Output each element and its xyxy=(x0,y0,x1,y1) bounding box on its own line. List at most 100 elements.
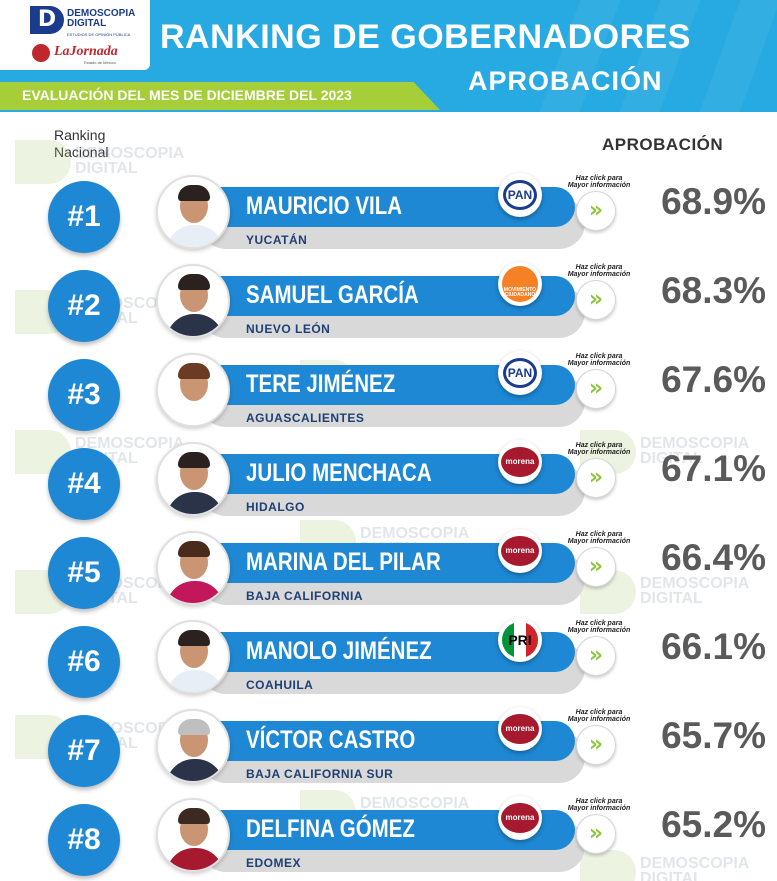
more-info-arrow-icon[interactable]: » xyxy=(576,280,616,320)
governor-state: EDOMEX xyxy=(246,856,302,870)
demoscopia-logo-icon: D xyxy=(30,6,64,34)
approval-percent: 66.1% xyxy=(661,626,766,667)
approval-percent: 67.6% xyxy=(661,359,766,400)
rank-column-heading: Ranking Nacional xyxy=(54,127,108,161)
ranking-row: #5 MARINA DEL PILAR BAJA CALIFORNIA morena H… xyxy=(0,529,777,617)
pan-party-icon: PAN xyxy=(503,180,537,210)
header-banner: D DEMOSCOPIA DIGITAL ESTUDIOS DE OPINIÓN… xyxy=(0,0,777,112)
governor-name: TERE JIMÉNEZ xyxy=(246,370,396,398)
governor-state: YUCATÁN xyxy=(246,233,308,247)
photo-hair xyxy=(178,541,210,557)
watermark-logo-icon xyxy=(580,850,636,881)
page-subtitle: APROBACIÓN xyxy=(468,66,663,96)
pri-party-icon: PRI xyxy=(502,622,538,658)
ranking-row: #1 MAURICIO VILA YUCATÁN PAN Haz click para … xyxy=(0,173,777,261)
governor-photo xyxy=(156,264,230,338)
party-logo: morena xyxy=(498,796,542,840)
party-logo: PRI xyxy=(498,618,542,662)
movimiento-ciudadano-party-icon: MOVIMIENTO CIUDADANO xyxy=(502,266,538,302)
approval-percent: 65.7% xyxy=(661,715,766,756)
more-info-hint: Haz click para Mayor información xyxy=(567,798,631,812)
photo-body xyxy=(166,848,224,870)
more-info-hint: Haz click para Mayor información xyxy=(567,620,631,634)
rank-badge: #4 xyxy=(48,448,120,520)
more-info-arrow-icon[interactable]: » xyxy=(576,369,616,409)
evaluation-label: EVALUACIÓN DEL MES DE DICIEMBRE DEL 2023 xyxy=(22,87,352,103)
party-logo: PAN xyxy=(498,351,542,395)
rank-badge: #8 xyxy=(48,804,120,876)
morena-party-icon: morena xyxy=(501,536,539,566)
rank-badge: #3 xyxy=(48,359,120,431)
more-info-hint: Haz click para Mayor información xyxy=(567,353,631,367)
photo-hair xyxy=(178,808,210,824)
governor-photo xyxy=(156,442,230,516)
party-logo: morena xyxy=(498,529,542,573)
more-info-arrow-icon[interactable]: » xyxy=(576,191,616,231)
governor-state: AGUASCALIENTES xyxy=(246,411,365,425)
governor-name: JULIO MENCHACA xyxy=(246,459,432,487)
governor-name: SAMUEL GARCÍA xyxy=(246,281,419,309)
photo-hair xyxy=(178,363,210,379)
governor-photo xyxy=(156,353,230,427)
rank-badge: #1 xyxy=(48,181,120,253)
governor-state: BAJA CALIFORNIA SUR xyxy=(246,767,394,781)
more-info-arrow-icon[interactable]: » xyxy=(576,814,616,854)
party-logo: MOVIMIENTO CIUDADANO xyxy=(498,262,542,306)
governor-name: MANOLO JIMÉNEZ xyxy=(246,637,432,665)
ranking-row: #4 JULIO MENCHACA HIDALGO morena Haz click p… xyxy=(0,440,777,528)
governor-photo xyxy=(156,531,230,605)
photo-body xyxy=(166,670,224,692)
governor-state: BAJA CALIFORNIA xyxy=(246,589,364,603)
governor-state: COAHUILA xyxy=(246,678,314,692)
ranking-row: #7 VÍCTOR CASTRO BAJA CALIFORNIA SUR morena… xyxy=(0,707,777,795)
photo-body xyxy=(166,403,224,425)
rank-badge: #5 xyxy=(48,537,120,609)
watermark-logo-icon xyxy=(15,140,71,184)
morena-party-icon: morena xyxy=(501,803,539,833)
more-info-arrow-icon[interactable]: » xyxy=(576,725,616,765)
governor-state: HIDALGO xyxy=(246,500,305,514)
approval-percent: 65.2% xyxy=(661,804,766,845)
governor-name: VÍCTOR CASTRO xyxy=(246,726,416,754)
approval-column-heading: APROBACIÓN xyxy=(602,135,724,154)
photo-body xyxy=(166,759,224,781)
photo-body xyxy=(166,314,224,336)
more-info-arrow-icon[interactable]: » xyxy=(576,636,616,676)
rank-badge: #7 xyxy=(48,715,120,787)
photo-hair xyxy=(178,452,210,468)
morena-party-icon: morena xyxy=(501,447,539,477)
photo-hair xyxy=(178,274,210,290)
logo-area xyxy=(0,0,150,70)
governor-photo xyxy=(156,175,230,249)
governor-name: DELFINA GÓMEZ xyxy=(246,815,415,843)
approval-percent: 66.4% xyxy=(661,537,766,578)
more-info-arrow-icon[interactable]: » xyxy=(576,547,616,587)
party-logo: PAN xyxy=(498,173,542,217)
demoscopia-logo-text: DEMOSCOPIA DIGITAL xyxy=(67,8,135,29)
governor-photo xyxy=(156,798,230,872)
evaluation-band xyxy=(0,82,440,110)
jornada-logo-icon xyxy=(32,44,50,62)
photo-body xyxy=(166,581,224,603)
photo-hair xyxy=(178,630,210,646)
morena-party-icon: morena xyxy=(501,714,539,744)
rank-heading-line2: Nacional xyxy=(54,144,109,160)
governor-name: MAURICIO VILA xyxy=(246,192,403,220)
jornada-logo: LaJornada xyxy=(54,44,118,59)
more-info-hint: Haz click para Mayor información xyxy=(567,709,631,723)
pan-party-icon: PAN xyxy=(503,358,537,388)
ranking-row: #6 MANOLO JIMÉNEZ COAHUILA PRI Haz click par… xyxy=(0,618,777,706)
rank-heading-line1: Ranking xyxy=(54,127,106,143)
photo-body xyxy=(166,225,224,247)
approval-percent: 68.3% xyxy=(661,270,766,311)
governor-name: MARINA DEL PILAR xyxy=(246,548,441,576)
jornada-logo-sub: Estado de México xyxy=(84,60,116,65)
rank-badge: #6 xyxy=(48,626,120,698)
more-info-hint: Haz click para Mayor información xyxy=(567,531,631,545)
more-info-hint: Haz click para Mayor información xyxy=(567,264,631,278)
more-info-hint: Haz click para Mayor información xyxy=(567,442,631,456)
more-info-arrow-icon[interactable]: » xyxy=(576,458,616,498)
governor-photo xyxy=(156,709,230,783)
